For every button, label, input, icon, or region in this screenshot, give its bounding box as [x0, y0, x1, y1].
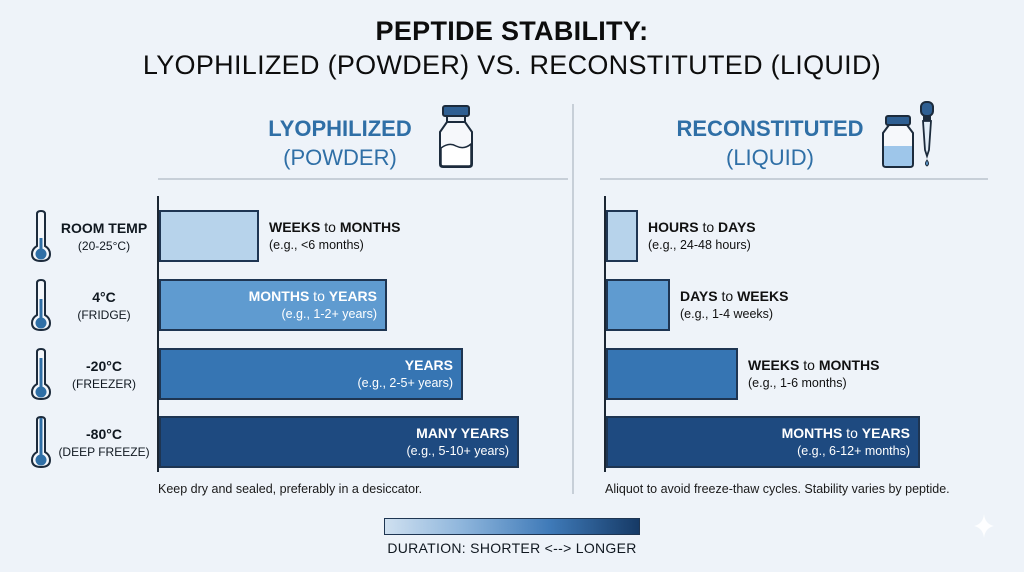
bar-label-strong2: MONTHS — [818, 357, 880, 373]
row-label: -20°C (FREEZER) — [52, 357, 156, 393]
bar-lyophilized-2 — [159, 348, 463, 400]
left-axis-line — [157, 196, 159, 472]
right-panel-title: RECONSTITUTED — [676, 116, 864, 141]
left-panel-title: LYOPHILIZED — [268, 116, 412, 141]
bar-label-example: (e.g., <6 months) — [269, 238, 364, 252]
bar-label: MONTHS to YEARS (e.g., 6-12+ months) — [610, 424, 910, 460]
bar-label-main: MANY YEARS — [163, 424, 509, 442]
bar-label-strong2: WEEKS — [737, 288, 789, 304]
right-panel-subtitle: (LIQUID) — [726, 145, 814, 170]
bar-label-main: WEEKS to MONTHS — [269, 218, 400, 236]
bar-label-main: HOURS to DAYS — [648, 218, 756, 236]
bar-label-example: (e.g., 1-4 weeks) — [680, 307, 774, 321]
thermometer-icon — [31, 210, 51, 262]
bar-label-strong: DAYS — [680, 288, 718, 304]
bar-label-strong: YEARS — [404, 357, 453, 373]
bar-label-example: (e.g., 24-48 hours) — [648, 238, 751, 252]
row-label-sub: (DEEP FREEZE) — [58, 445, 150, 459]
bar-label: DAYS to WEEKS (e.g., 1-4 weeks) — [680, 287, 788, 323]
bar-reconstituted-3 — [606, 416, 920, 468]
bar-reconstituted-0 — [606, 210, 638, 262]
chart-title-line1: PEPTIDE STABILITY: — [375, 16, 649, 46]
thermometer-icon — [31, 279, 51, 331]
thermometer-icon — [31, 416, 51, 468]
row-label-sub: (20-25°C) — [77, 239, 131, 253]
bar-label-example: (e.g., 6-12+ months) — [797, 444, 910, 458]
bar-label-joiner: to — [842, 425, 862, 441]
row-label-name: -80°C — [86, 426, 122, 442]
bar-label-joiner: to — [799, 357, 819, 373]
right-axis-line — [604, 196, 606, 472]
row-label-sub: (FREEZER) — [72, 377, 136, 391]
row-label: 4°C (FRIDGE) — [52, 288, 156, 324]
bar-label-main: MONTHS to YEARS — [163, 287, 377, 305]
bar-label-example: (e.g., 1-2+ years) — [281, 307, 377, 321]
bar-label: WEEKS to MONTHS (e.g., 1-6 months) — [748, 356, 879, 392]
bar-label-main: DAYS to WEEKS — [680, 287, 788, 305]
bar-label-joiner: to — [698, 219, 719, 235]
bar-lyophilized-1 — [159, 279, 387, 331]
legend-label: DURATION: SHORTER <--> LONGER — [387, 540, 637, 556]
row-label-name: 4°C — [92, 289, 116, 305]
bar-label: MANY YEARS (e.g., 5-10+ years) — [163, 424, 509, 460]
liquid-vial-dropper-icon — [882, 101, 934, 168]
row-label-name: -20°C — [86, 358, 122, 374]
bar-label-strong: WEEKS — [269, 219, 321, 235]
bar-label-main: MONTHS to YEARS — [610, 424, 910, 442]
sparkle-icon — [974, 514, 994, 538]
bar-label-strong: WEEKS — [748, 357, 800, 373]
left-panel-subtitle: (POWDER) — [283, 145, 397, 170]
right-panel-header: RECONSTITUTED (LIQUID) — [665, 114, 875, 172]
panel-divider — [572, 104, 574, 494]
bar-label-strong2: MONTHS — [339, 219, 401, 235]
bar-label: WEEKS to MONTHS (e.g., <6 months) — [269, 218, 400, 254]
bar-label: HOURS to DAYS (e.g., 24-48 hours) — [648, 218, 756, 254]
bar-label-strong: HOURS — [648, 219, 699, 235]
bar-label: YEARS (e.g., 2-5+ years) — [163, 356, 453, 392]
right-header-rule — [600, 178, 988, 180]
thermometer-icon — [31, 348, 51, 400]
bar-label-example: (e.g., 1-6 months) — [748, 376, 847, 390]
duration-gradient-legend — [384, 518, 640, 535]
bar-label-joiner: to — [717, 288, 738, 304]
row-label-sub: (FRIDGE) — [77, 308, 131, 322]
bar-label-example: (e.g., 5-10+ years) — [406, 444, 509, 458]
bar-label-strong: MANY YEARS — [416, 425, 509, 441]
bar-label-example: (e.g., 2-5+ years) — [357, 376, 453, 390]
bar-label-main: WEEKS to MONTHS — [748, 356, 879, 374]
left-panel-header: LYOPHILIZED (POWDER) — [240, 114, 440, 172]
bar-label-strong: MONTHS — [248, 288, 310, 304]
bar-lyophilized-0 — [159, 210, 259, 262]
bar-label: MONTHS to YEARS (e.g., 1-2+ years) — [163, 287, 377, 323]
bar-reconstituted-2 — [606, 348, 738, 400]
bar-lyophilized-3 — [159, 416, 519, 468]
row-label: ROOM TEMP (20-25°C) — [52, 219, 156, 255]
bar-label-joiner: to — [320, 219, 340, 235]
bar-label-strong2: DAYS — [718, 219, 756, 235]
bar-reconstituted-1 — [606, 279, 670, 331]
left-panel-note: Keep dry and sealed, preferably in a des… — [158, 482, 423, 496]
right-panel-note: Aliquot to avoid freeze-thaw cycles. Sta… — [605, 482, 950, 496]
bar-label-strong2: YEARS — [861, 425, 910, 441]
chart-title-line2: LYOPHILIZED (POWDER) VS. RECONSTITUTED (… — [142, 50, 882, 80]
bar-label-strong: MONTHS — [781, 425, 843, 441]
left-header-rule — [158, 178, 568, 180]
row-label-name: ROOM TEMP — [60, 220, 148, 236]
bar-label-main: YEARS — [163, 356, 453, 374]
bar-label-joiner: to — [309, 288, 329, 304]
bar-label-strong2: YEARS — [328, 288, 377, 304]
powder-vial-icon — [439, 105, 473, 168]
row-label: -80°C (DEEP FREEZE) — [52, 425, 156, 461]
